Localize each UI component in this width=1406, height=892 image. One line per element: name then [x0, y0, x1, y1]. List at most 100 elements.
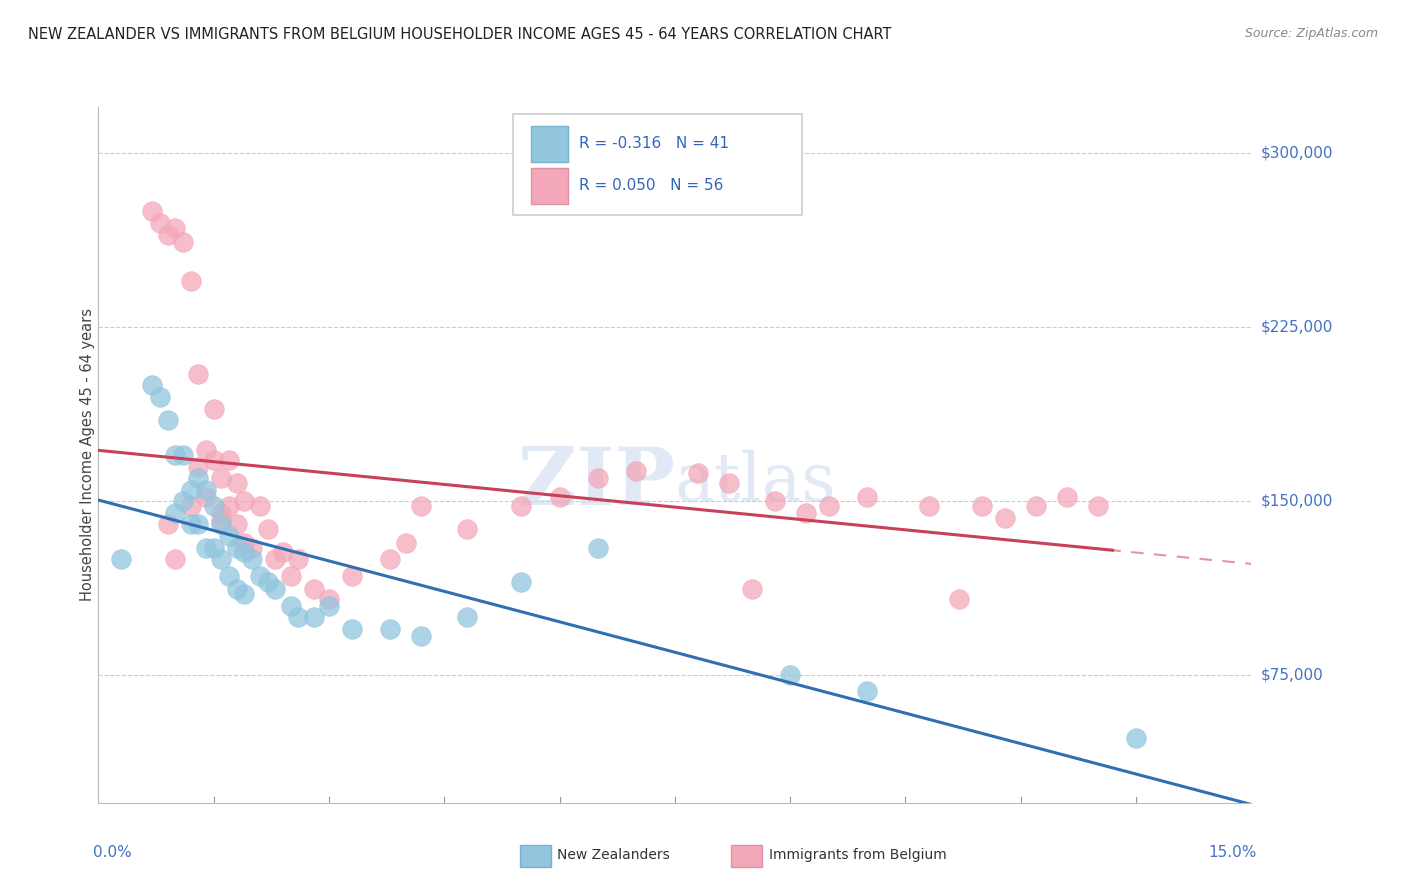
- Point: [626, 464, 648, 478]
- Point: [233, 536, 256, 550]
- Point: [686, 467, 709, 481]
- Point: [249, 568, 271, 582]
- Point: [340, 622, 363, 636]
- Text: $150,000: $150,000: [1261, 494, 1333, 508]
- Point: [209, 517, 232, 532]
- Point: [510, 499, 533, 513]
- Point: [180, 517, 202, 532]
- Point: [380, 552, 402, 566]
- Point: [318, 591, 340, 606]
- Point: [256, 575, 278, 590]
- Point: [994, 510, 1017, 524]
- Text: NEW ZEALANDER VS IMMIGRANTS FROM BELGIUM HOUSEHOLDER INCOME AGES 45 - 64 YEARS C: NEW ZEALANDER VS IMMIGRANTS FROM BELGIUM…: [28, 27, 891, 42]
- Point: [218, 452, 240, 467]
- Point: [195, 541, 218, 555]
- Point: [271, 545, 294, 559]
- Point: [156, 517, 179, 532]
- Point: [218, 499, 240, 513]
- Point: [165, 448, 187, 462]
- Point: [225, 475, 247, 490]
- Bar: [530, 168, 568, 203]
- Point: [972, 499, 994, 513]
- Point: [141, 204, 163, 219]
- Point: [233, 587, 256, 601]
- Text: atlas: atlas: [675, 450, 837, 516]
- Point: [202, 499, 225, 513]
- Text: ZIP: ZIP: [517, 443, 675, 522]
- Point: [187, 471, 209, 485]
- Point: [180, 483, 202, 497]
- Point: [225, 517, 247, 532]
- Point: [817, 499, 839, 513]
- Point: [548, 490, 571, 504]
- Text: $225,000: $225,000: [1261, 320, 1333, 334]
- Point: [280, 599, 302, 613]
- Point: [156, 227, 179, 242]
- Point: [249, 499, 271, 513]
- Point: [287, 552, 309, 566]
- Point: [380, 622, 402, 636]
- Point: [180, 274, 202, 288]
- Point: [395, 536, 418, 550]
- Point: [741, 582, 763, 597]
- Point: [1056, 490, 1078, 504]
- Point: [141, 378, 163, 392]
- Point: [202, 401, 225, 416]
- Text: $300,000: $300,000: [1261, 146, 1333, 161]
- Point: [209, 513, 232, 527]
- Point: [302, 610, 325, 624]
- Text: R = 0.050   N = 56: R = 0.050 N = 56: [579, 178, 724, 194]
- Text: $75,000: $75,000: [1261, 668, 1324, 682]
- Point: [256, 522, 278, 536]
- Point: [209, 506, 232, 520]
- Point: [240, 541, 263, 555]
- Text: 15.0%: 15.0%: [1209, 845, 1257, 860]
- Point: [763, 494, 786, 508]
- Point: [195, 490, 218, 504]
- Point: [456, 610, 478, 624]
- Point: [165, 220, 187, 235]
- Point: [856, 684, 879, 698]
- Point: [225, 582, 247, 597]
- Point: [233, 545, 256, 559]
- Point: [779, 668, 801, 682]
- Text: New Zealanders: New Zealanders: [557, 848, 669, 863]
- Point: [218, 529, 240, 543]
- Point: [165, 506, 187, 520]
- Point: [411, 499, 433, 513]
- Point: [264, 582, 287, 597]
- Point: [318, 599, 340, 613]
- Point: [195, 483, 218, 497]
- Y-axis label: Householder Income Ages 45 - 64 years: Householder Income Ages 45 - 64 years: [80, 309, 94, 601]
- Point: [240, 552, 263, 566]
- Point: [225, 541, 247, 555]
- Point: [456, 522, 478, 536]
- Point: [280, 568, 302, 582]
- Text: Immigrants from Belgium: Immigrants from Belgium: [769, 848, 946, 863]
- Point: [172, 235, 194, 249]
- Point: [1125, 731, 1147, 745]
- Point: [510, 575, 533, 590]
- Point: [149, 390, 172, 404]
- Text: Source: ZipAtlas.com: Source: ZipAtlas.com: [1244, 27, 1378, 40]
- Point: [340, 568, 363, 582]
- Point: [187, 459, 209, 474]
- Point: [264, 552, 287, 566]
- Point: [209, 552, 232, 566]
- Point: [172, 494, 194, 508]
- Point: [110, 552, 132, 566]
- Bar: [530, 126, 568, 162]
- Point: [287, 610, 309, 624]
- Point: [172, 448, 194, 462]
- Point: [187, 517, 209, 532]
- Point: [209, 471, 232, 485]
- Point: [218, 568, 240, 582]
- Point: [302, 582, 325, 597]
- Point: [195, 443, 218, 458]
- Point: [187, 367, 209, 381]
- Point: [202, 452, 225, 467]
- Point: [149, 216, 172, 230]
- Point: [586, 541, 609, 555]
- Point: [202, 541, 225, 555]
- Point: [948, 591, 970, 606]
